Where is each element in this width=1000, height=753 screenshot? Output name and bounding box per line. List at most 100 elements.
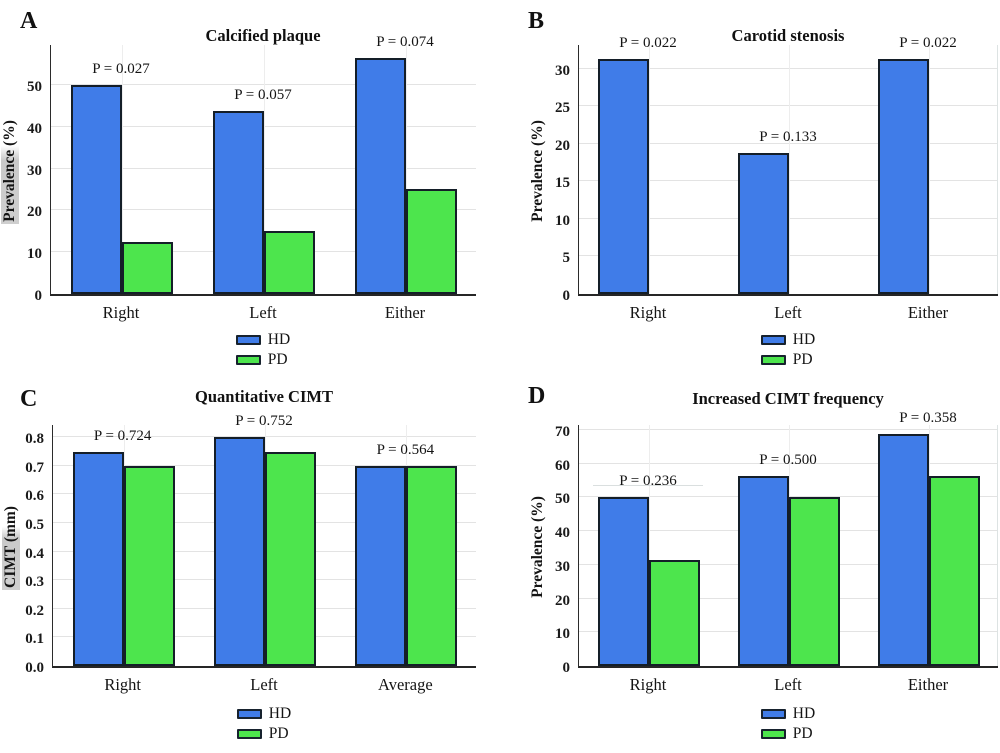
x-category-label-left: Left (250, 675, 278, 694)
bar-hd-left (214, 437, 265, 666)
legend: HD PD (578, 705, 998, 742)
p-value-label: P = 0.057 (234, 86, 292, 103)
y-tick-label: 0.6 (25, 488, 44, 505)
bar-hd-average (355, 465, 407, 666)
legend-swatch-hd (760, 708, 786, 719)
panel-title: Calcified plaque (205, 26, 321, 45)
y-tick-label: 20 (27, 204, 42, 221)
y-tick-label: 70 (555, 423, 570, 440)
legend-label-pd: PD (268, 725, 289, 742)
grid-line-vertical (649, 45, 650, 294)
grid-line-vertical (649, 425, 650, 666)
y-tick-label: 0.3 (25, 574, 44, 591)
grid-line-right-edge (997, 425, 998, 666)
x-category-label-either: Either (384, 303, 426, 322)
grid-line-horizontal (51, 83, 476, 85)
p-value-label: P = 0.236 (619, 473, 677, 490)
legend-label-hd: HD (792, 331, 816, 348)
y-tick-label: 0.5 (25, 517, 44, 534)
p-value-label: P = 0.500 (759, 451, 817, 468)
grid-line-horizontal (579, 428, 998, 430)
bar-hd-left (738, 152, 789, 294)
p-value-underline (593, 485, 703, 487)
p-value-label: P = 0.564 (376, 441, 435, 458)
grid-line-vertical (789, 45, 790, 294)
bar-hd-either (878, 433, 929, 666)
y-tick-label: 0.4 (25, 545, 44, 562)
plot-area (52, 425, 476, 668)
bar-pd-right (649, 560, 700, 666)
bar-pd-either (929, 476, 980, 666)
x-category-label-either: Either (907, 303, 949, 322)
panel-title: Increased CIMT frequency (692, 389, 884, 408)
legend-item-pd: PD (235, 351, 288, 368)
y-tick-label: 0 (34, 288, 43, 304)
p-value-label: P = 0.752 (235, 413, 293, 430)
panel-quantitative-cimt: C Quantitative CIMT CIMT (mm) 0.0 0.1 0.2 0.3 0… (0, 376, 500, 753)
bar-hd-right (598, 497, 649, 666)
y-axis-label-text: Prevalence (%) (529, 495, 546, 598)
p-value-label: P = 0.724 (93, 427, 152, 444)
x-category-label-left: Left (774, 303, 802, 322)
legend: HD PD (50, 331, 476, 368)
bar-hd-left (213, 110, 264, 294)
y-tick-label: 15 (555, 175, 570, 192)
x-category-label-either: Either (907, 675, 949, 694)
legend-items: HD PD (235, 331, 290, 368)
legend-item-pd: PD (236, 725, 289, 742)
legend: HD PD (52, 705, 476, 742)
y-tick-label: 0 (562, 288, 571, 304)
y-tick-label: 0.1 (25, 631, 44, 648)
y-tick-label: 50 (555, 491, 570, 508)
bar-pd-right (122, 241, 173, 294)
panel-carotid-stenosis: B Carotid stenosis Prevalence (%) 0 5 10 15 20 2… (500, 0, 1000, 376)
panel-calcified-plaque: A Calcified plaque Prevalence (%) 0 10 20 30 40… (0, 0, 500, 376)
y-tick-label: 20 (555, 137, 570, 154)
legend-swatch-pd (236, 728, 262, 739)
legend: HD PD (578, 331, 998, 368)
p-value-label: P = 0.022 (899, 34, 957, 51)
y-tick-label: 30 (27, 162, 42, 179)
x-category-label-right: Right (104, 675, 141, 694)
p-value-label: P = 0.027 (92, 60, 150, 77)
bar-pd-average (406, 465, 458, 666)
legend-label-pd: PD (792, 725, 813, 742)
y-tick-label: 10 (555, 626, 570, 643)
y-tick-label: 0.8 (25, 431, 44, 448)
y-tick-label: 30 (555, 62, 570, 79)
legend-item-hd: HD (235, 331, 290, 348)
legend-label-hd: HD (792, 705, 816, 722)
plot-area (578, 45, 998, 296)
panel-letter: A (20, 8, 38, 34)
legend-items: HD PD (236, 705, 291, 742)
y-tick-label: 60 (555, 457, 570, 474)
y-tick-label: 0.2 (25, 602, 44, 619)
plot-area (578, 425, 998, 668)
legend-item-pd: PD (760, 351, 813, 368)
legend-item-hd: HD (760, 331, 816, 348)
grid-line-horizontal (579, 105, 998, 107)
y-tick-label: 5 (562, 250, 571, 267)
grid-line-horizontal (579, 462, 998, 464)
legend-label-pd: PD (792, 351, 813, 368)
x-category-label-left: Left (774, 675, 802, 694)
bar-hd-either (355, 58, 406, 294)
grid-line-vertical (929, 45, 930, 294)
y-tick-label: 10 (27, 246, 42, 263)
x-category-label-right: Right (102, 303, 140, 322)
y-tick-label: 30 (555, 558, 570, 575)
plot-area (50, 45, 476, 296)
grid-line-vertical (264, 45, 265, 294)
bar-hd-right (72, 451, 124, 666)
y-tick-label: 50 (27, 78, 42, 95)
y-tick-label: 20 (555, 592, 570, 609)
p-value-label: P = 0.074 (376, 34, 434, 51)
panel-letter: B (528, 8, 545, 34)
panel-letter: C (20, 386, 38, 412)
grid-line-horizontal (579, 142, 998, 144)
y-tick-label: 0 (562, 660, 571, 676)
p-value-label: P = 0.358 (899, 409, 957, 426)
y-tick-label: 10 (555, 212, 570, 229)
bar-hd-right (598, 58, 649, 294)
